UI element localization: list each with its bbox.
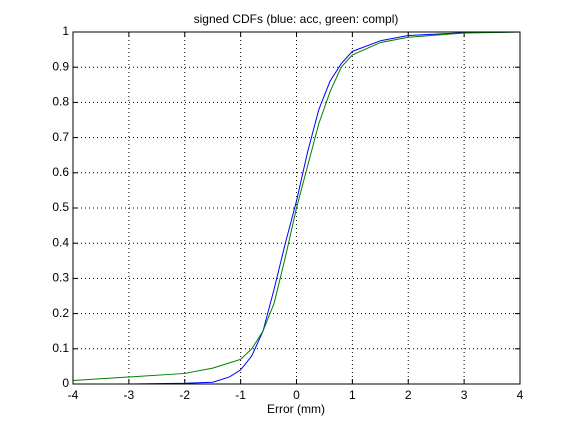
y-tick-label: 0.3 bbox=[52, 271, 69, 285]
y-tick-label: 0.7 bbox=[52, 130, 69, 144]
x-tick-label: -2 bbox=[179, 388, 190, 402]
y-tick-label: 0.6 bbox=[52, 165, 69, 179]
x-tick-label: 4 bbox=[517, 388, 524, 402]
y-tick-label: 0.9 bbox=[52, 59, 69, 73]
data-line bbox=[72, 31, 521, 381]
y-tick-label: 0.4 bbox=[52, 235, 69, 249]
chart-title: signed CDFs (blue: acc, green: compl) bbox=[194, 12, 399, 26]
x-tick-label: 0 bbox=[293, 388, 300, 402]
x-axis-label: Error (mm) bbox=[267, 402, 325, 416]
x-tick-label: 1 bbox=[349, 388, 356, 402]
y-tick-label: 0.1 bbox=[52, 341, 69, 355]
y-tick-label: 0.8 bbox=[52, 95, 69, 109]
y-tick-label: 1 bbox=[62, 24, 69, 38]
x-tick-label: -3 bbox=[124, 388, 135, 402]
y-tick-label: 0.5 bbox=[52, 200, 69, 214]
y-tick-label: 0 bbox=[62, 376, 69, 390]
x-tick-label: -4 bbox=[68, 388, 79, 402]
x-tick-label: -1 bbox=[235, 388, 246, 402]
y-tick-label: 0.2 bbox=[52, 306, 69, 320]
x-tick-label: 3 bbox=[461, 388, 468, 402]
x-tick-label: 2 bbox=[405, 388, 412, 402]
plot-frame bbox=[72, 31, 521, 385]
data-line bbox=[73, 31, 521, 385]
